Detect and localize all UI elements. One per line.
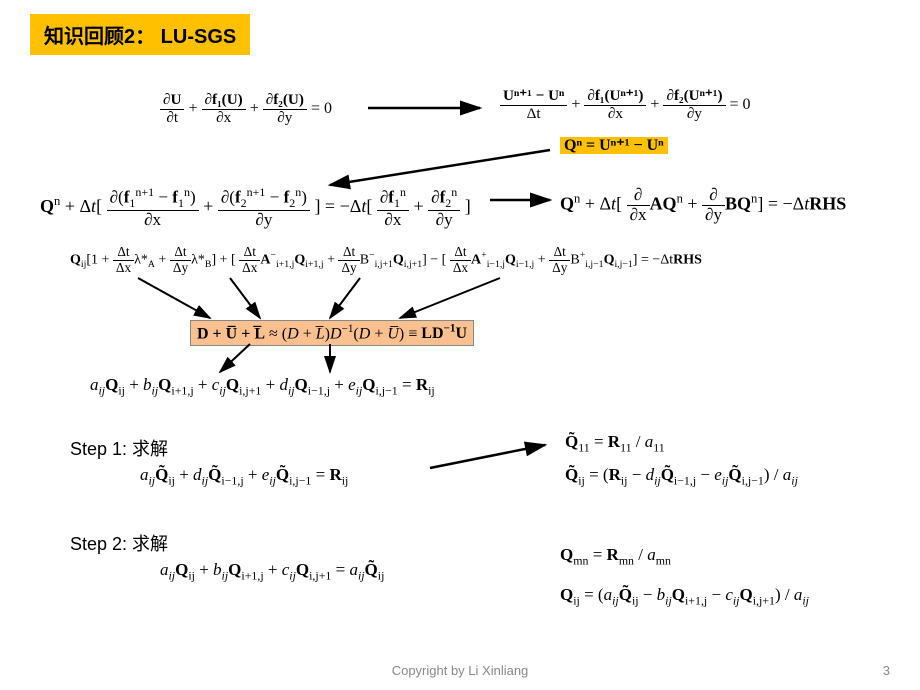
eq-governing-right: Uⁿ⁺¹ − UⁿΔt + ∂f₁(Uⁿ⁺¹)∂x + ∂f₂(Uⁿ⁺¹)∂y … (500, 88, 751, 122)
eq-row2-left: Qn + Δt[ ∂(f1n+1 − f1n)∂x + ∂(f2n+1 − f2… (40, 186, 471, 230)
step1-result1: Q̃11 = R11 / a11 (565, 432, 665, 455)
copyright-footer: Copyright by Li Xinliang (0, 663, 920, 678)
step1-result2: Q̃ij = (Rij − dijQ̃i−1,j − eijQ̃i,j−1) /… (565, 465, 798, 488)
step2-result2: Qij = (aijQ̃ij − bijQi+1,j − cijQi,j+1) … (560, 585, 809, 608)
step1-eq: aijQ̃ij + dijQ̃i−1,j + eijQ̃i,j−1 = Rij (140, 465, 348, 488)
step2-result1: Qmn = Rmn / amn (560, 545, 671, 568)
eq-row2-right: Qn + Δt[ ∂∂xAQn + ∂∂yBQn] = −ΔtRHS (560, 186, 846, 225)
eq-governing-left: ∂U∂t + ∂f₁(U)∂x + ∂f₂(U)∂y = 0 (160, 92, 332, 126)
page-number: 3 (883, 663, 890, 678)
q-definition: Qⁿ = Uⁿ⁺¹ − Uⁿ (560, 135, 668, 155)
abc-equation: aijQij + bijQi+1,j + cijQi,j+1 + dijQi−1… (90, 375, 435, 398)
slide-title: 知识回顾2： LU-SGS (30, 14, 250, 55)
dul-approx: D + U̅ + L̅ ≈ (D + L̅)D−1(D + U̅) ≡ LD−1… (190, 320, 474, 346)
eq-row3-discrete: Qij[1 + ΔtΔxλ*A + ΔtΔyλ*B] + [ ΔtΔxA−i+1… (70, 245, 702, 275)
step2-eq: aijQij + bijQi+1,j + cijQi,j+1 = aijQ̃ij (160, 560, 384, 583)
step1-label: Step 1: 求解 (70, 435, 168, 461)
step2-label: Step 2: 求解 (70, 530, 168, 556)
